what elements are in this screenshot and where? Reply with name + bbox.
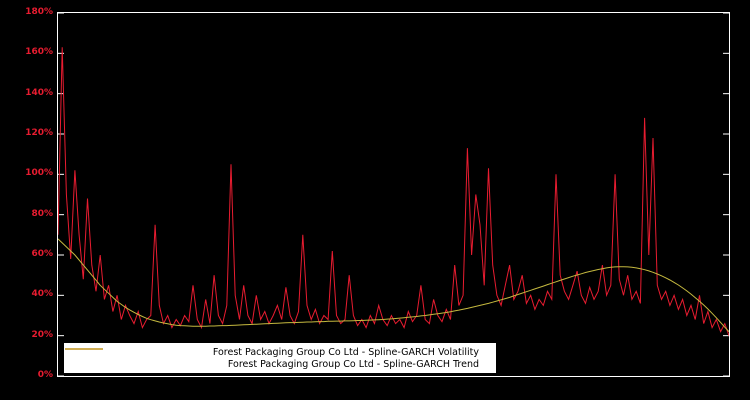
legend-row: Forest Packaging Group Co Ltd - Spline-G… (65, 348, 489, 370)
volatility-line (58, 47, 729, 336)
y-axis-label: 140% (25, 87, 53, 98)
y-axis-label: 40% (31, 289, 53, 300)
y-axis-label: 160% (25, 47, 53, 58)
plot-frame: Forest Packaging Group Co Ltd - Spline-G… (57, 12, 730, 377)
y-axis-label: 180% (25, 7, 53, 17)
legend: Forest Packaging Group Co Ltd - Spline-G… (64, 343, 496, 373)
legend-label: Forest Packaging Group Co Ltd - Spline-G… (227, 358, 479, 370)
y-axis-label: 100% (25, 168, 53, 179)
y-axis-label: 80% (31, 208, 53, 219)
trend-line (58, 238, 729, 332)
chart-plot (58, 13, 729, 376)
legend-label: Forest Packaging Group Co Ltd - Spline-G… (212, 346, 479, 358)
legend-row: Forest Packaging Group Co Ltd - Spline-G… (65, 346, 489, 358)
y-axis-label: 120% (25, 128, 53, 138)
y-axis-label: 60% (31, 249, 53, 259)
legend-line-sample (65, 348, 103, 350)
y-axis: 0% 20% 40% 60% 80% 100% 120% 140% 160% 180% (0, 7, 53, 380)
y-axis-label: 0% (37, 370, 53, 380)
y-axis-label: 20% (31, 329, 53, 340)
